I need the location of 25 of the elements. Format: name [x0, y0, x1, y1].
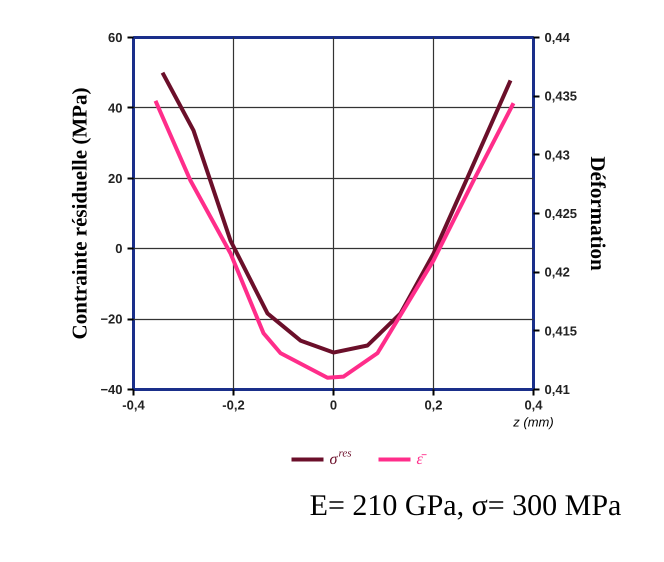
- y2-tick-label: 0,425: [544, 206, 578, 221]
- text: E= 210 GPa, σ= 300 MPa: [310, 489, 622, 522]
- y-tick-label: −40: [100, 382, 123, 397]
- x-tick-label: 0,2: [424, 398, 443, 412]
- y2-tick-label: 0,43: [544, 147, 570, 162]
- x-tick-label: -0,2: [222, 398, 245, 412]
- y2-axis-title: Déformation: [586, 156, 610, 271]
- y-tick-label: 20: [108, 170, 123, 186]
- x-tick-label: 0: [330, 398, 338, 412]
- line-series: [154, 98, 516, 380]
- y2-tick-label: 0,435: [544, 88, 578, 104]
- y2-tick-label: 0,415: [544, 323, 578, 338]
- x-tick-label: 0,4: [524, 398, 544, 412]
- x-axis-title: z (mm): [512, 414, 554, 430]
- y-tick-label: 40: [108, 100, 123, 116]
- x-tick-label: -0,4: [122, 398, 146, 412]
- legend-label: ε̄: [416, 451, 427, 468]
- y2-tick-label: 0,44: [544, 30, 571, 45]
- line-series: [160, 70, 512, 355]
- y2-tick-label: 0,41: [544, 382, 570, 397]
- y-tick-label: 0: [115, 241, 123, 256]
- y-tick-label: 60: [108, 30, 123, 45]
- y-axis-title: Contrainte résiduelle (MPa): [67, 88, 92, 340]
- y2-tick-label: 0,42: [544, 264, 570, 280]
- y-tick-label: −20: [100, 312, 123, 327]
